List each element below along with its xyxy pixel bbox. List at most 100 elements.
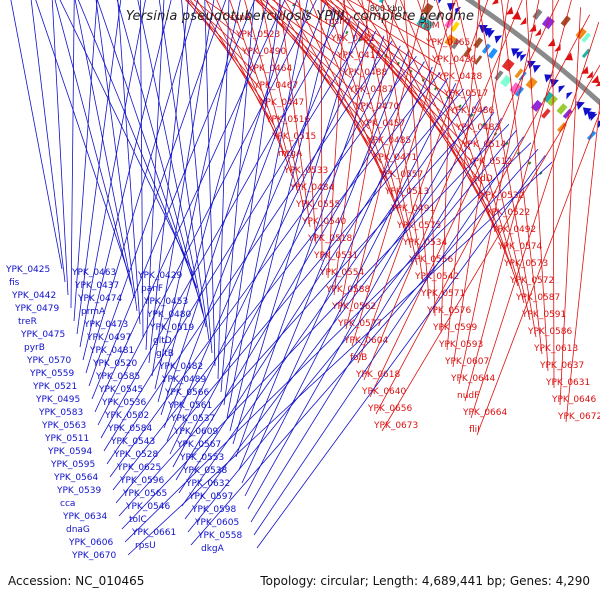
reverse-gene-label: YPK_0442 <box>11 291 56 301</box>
forward-label-leader <box>256 0 352 79</box>
reverse-gene-label: YPK_0546 <box>125 502 171 512</box>
reverse-gene-label: YPK_0566 <box>164 388 210 398</box>
forward-label-leader <box>346 0 489 202</box>
reverse-gene-label: fis <box>9 278 20 288</box>
reverse-label-leader <box>181 94 472 507</box>
reverse-gene-label: YPK_0625 <box>116 463 161 473</box>
reverse-label-leader <box>220 0 255 393</box>
reverse-gene-label: YPK_0453 <box>143 297 188 307</box>
reverse-gene-arrow <box>532 65 541 73</box>
forward-label-leader <box>265 0 376 147</box>
reverse-gene-arrow <box>566 91 573 100</box>
reverse-gene-arrow <box>576 101 585 110</box>
cog-block <box>444 34 457 47</box>
cog-block <box>474 55 483 65</box>
forward-label-leader <box>333 0 371 296</box>
forward-gene-arrow <box>586 70 593 79</box>
reverse-gene-label: cca <box>60 499 75 509</box>
forward-gene-label: YPK_0556 <box>408 255 454 265</box>
forward-label-leader <box>260 0 305 211</box>
forward-label-leader <box>375 14 591 415</box>
forward-label-leader <box>320 0 323 262</box>
reverse-gene-label: YPK_0595 <box>50 460 95 470</box>
cog-block <box>473 37 484 49</box>
reverse-label-leader <box>157 0 269 403</box>
forward-label-leader <box>327 0 345 279</box>
reverse-gene-label: YPK_0475 <box>20 330 65 340</box>
reverse-gene-label: YPK_0594 <box>47 447 93 457</box>
forward-label-leader <box>565 98 600 423</box>
reverse-label-leader <box>151 0 215 377</box>
reverse-label-leader <box>140 0 144 338</box>
reverse-label-leader <box>137 0 207 328</box>
forward-gene-label: YPK_0574 <box>497 242 543 252</box>
forward-gene-label: YPK_0557 <box>378 170 423 180</box>
forward-gene-label: YPK_0513 <box>384 187 429 197</box>
forward-gene-label: YPK_0573 <box>503 259 548 269</box>
forward-gene-label: YPK_0514 <box>461 140 507 150</box>
reverse-label-leader <box>118 106 487 517</box>
cog-block <box>451 38 461 50</box>
reverse-label-leader <box>109 55 417 478</box>
reverse-gene-arrow <box>558 85 566 93</box>
reverse-label-leader <box>169 30 377 455</box>
forward-label-leader <box>325 0 406 232</box>
reverse-gene-label: treR <box>18 317 37 327</box>
forward-label-leader <box>190 0 269 109</box>
reverse-label-leader <box>112 72 441 491</box>
forward-gene-label: YPK_0465 <box>425 38 470 48</box>
forward-gene-label: YPK_0447 <box>259 98 304 108</box>
forward-label-leader <box>381 64 600 432</box>
position-tick-label: 800 kbp <box>370 4 403 13</box>
forward-label-leader <box>446 0 481 351</box>
reverse-gene-label: dnaG <box>66 525 90 535</box>
reverse-label-leader <box>100 11 343 439</box>
forward-label-leader <box>361 0 418 266</box>
reverse-label-leader <box>73 0 98 322</box>
reverse-gene-label: prmA <box>81 307 106 317</box>
forward-label-leader <box>363 0 523 381</box>
reverse-gene-label: YPK_0561 <box>167 401 212 411</box>
forward-gene-label: YPK_0593 <box>438 340 483 350</box>
reverse-gene-label: gltB <box>156 349 174 359</box>
forward-label-leader <box>477 0 537 338</box>
forward-label-leader <box>400 0 513 270</box>
forward-gene-label: YPK_0577 <box>337 319 382 329</box>
reverse-gene-label: YPK_0511 <box>44 434 89 444</box>
forward-label-leader <box>273 0 382 164</box>
forward-gene-label: YPK_0534 <box>402 238 448 248</box>
forward-label-leader <box>559 7 581 406</box>
reverse-label-leader <box>121 123 510 530</box>
forward-gene-label: YPK_0631 <box>545 378 590 388</box>
cog-block <box>378 0 385 4</box>
reverse-label-leader <box>103 25 368 452</box>
forward-gene-label: YPK_0431 <box>330 34 375 44</box>
cog-block <box>514 68 524 79</box>
reverse-gene-label: YPK_0559 <box>29 369 75 379</box>
forward-gene-label: YPK_0646 <box>551 395 597 405</box>
forward-label-leader <box>464 0 572 402</box>
forward-gene-arrow <box>547 38 556 47</box>
forward-gene-label: YPK_0484 <box>289 183 335 193</box>
reverse-label-leader <box>181 0 213 354</box>
forward-label-leader <box>329 0 477 168</box>
reverse-label-leader <box>232 21 360 445</box>
reverse-gene-label: YPK_0570 <box>26 356 72 366</box>
forward-gene-label: YPK_0487 <box>348 85 393 95</box>
reverse-label-leader <box>158 0 210 341</box>
reverse-gene-label: YPK_0545 <box>98 385 143 395</box>
reverse-gene-label: YPK_0558 <box>197 531 243 541</box>
forward-label-leader <box>501 0 543 355</box>
forward-gene-label: fliI <box>469 425 480 435</box>
reverse-label-leader <box>70 0 75 309</box>
forward-gene-label: YPK_0486 <box>449 106 495 116</box>
forward-label-leader <box>244 0 299 194</box>
forward-label-leader <box>381 0 424 283</box>
forward-gene-label: YPK_0542 <box>414 272 459 282</box>
reverse-gene-label: YPK_0609 <box>173 427 219 437</box>
forward-gene-label: YPK_0540 <box>301 217 347 227</box>
reverse-gene-arrow <box>486 30 495 39</box>
reverse-gene-label: YPK_0489 <box>161 375 207 385</box>
forward-gene-label: mtgA <box>278 149 303 159</box>
forward-gene-label: nudF <box>457 391 479 401</box>
